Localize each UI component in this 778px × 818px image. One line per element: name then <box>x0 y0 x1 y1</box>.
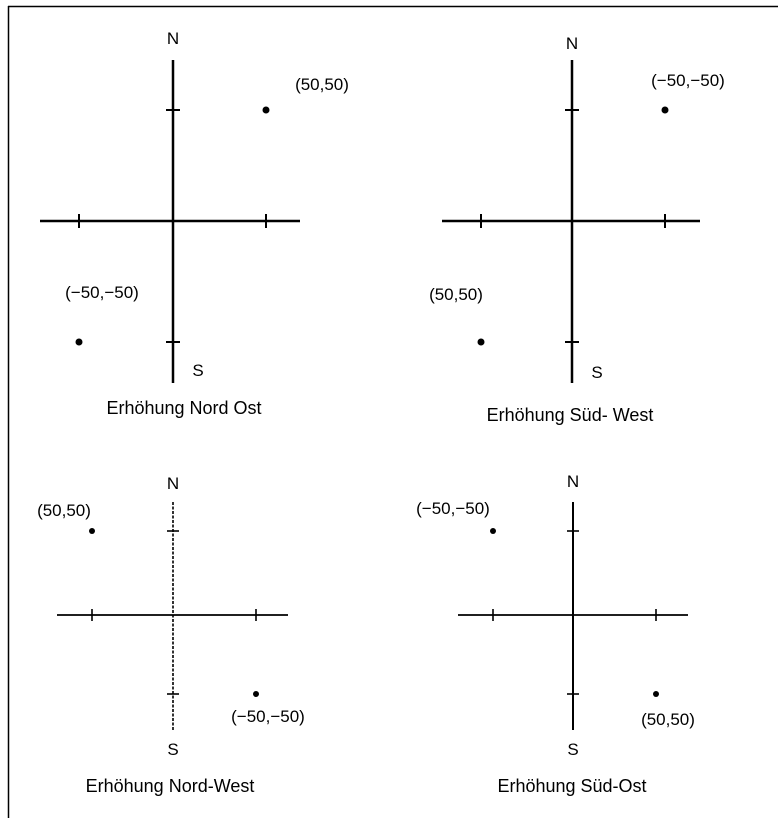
south-label: S <box>167 740 178 759</box>
point-marker <box>262 106 270 114</box>
south-label: S <box>567 740 578 759</box>
point-marker <box>653 691 659 697</box>
point-marker <box>477 338 485 346</box>
diagram-caption: Erhöhung Süd- West <box>487 405 654 425</box>
south-label: S <box>591 363 602 382</box>
point-label: (−50,−50) <box>65 283 139 302</box>
diagram-nord-ost: N S (50,50) (−50,−50) Erhöhung Nord Ost <box>40 29 349 418</box>
point-label: (−50,−50) <box>651 71 725 90</box>
point-label: (−50,−50) <box>231 707 305 726</box>
north-label: N <box>167 474 179 493</box>
point-marker <box>490 528 496 534</box>
point-marker <box>75 338 83 346</box>
north-label: N <box>566 34 578 53</box>
diagram-caption: Erhöhung Nord-West <box>86 776 255 796</box>
point-label: (50,50) <box>295 75 349 94</box>
point-label: (50,50) <box>429 285 483 304</box>
south-label: S <box>192 361 203 380</box>
diagram-caption: Erhöhung Süd-Ost <box>497 776 646 796</box>
point-marker <box>253 691 259 697</box>
north-label: N <box>567 472 579 491</box>
point-marker <box>89 528 95 534</box>
point-label: (50,50) <box>37 501 91 520</box>
point-label: (−50,−50) <box>416 499 490 518</box>
diagram-sued-west: N S (−50,−50) (50,50) Erhöhung Süd- West <box>429 34 725 425</box>
diagram-nord-west: N S (50,50) (−50,−50) Erhöhung Nord-West <box>37 474 305 796</box>
diagram-caption: Erhöhung Nord Ost <box>106 398 261 418</box>
diagram-sued-ost: N S (−50,−50) (50,50) Erhöhung Süd-Ost <box>416 472 695 796</box>
north-label: N <box>167 29 179 48</box>
point-marker <box>661 106 669 114</box>
point-label: (50,50) <box>641 710 695 729</box>
